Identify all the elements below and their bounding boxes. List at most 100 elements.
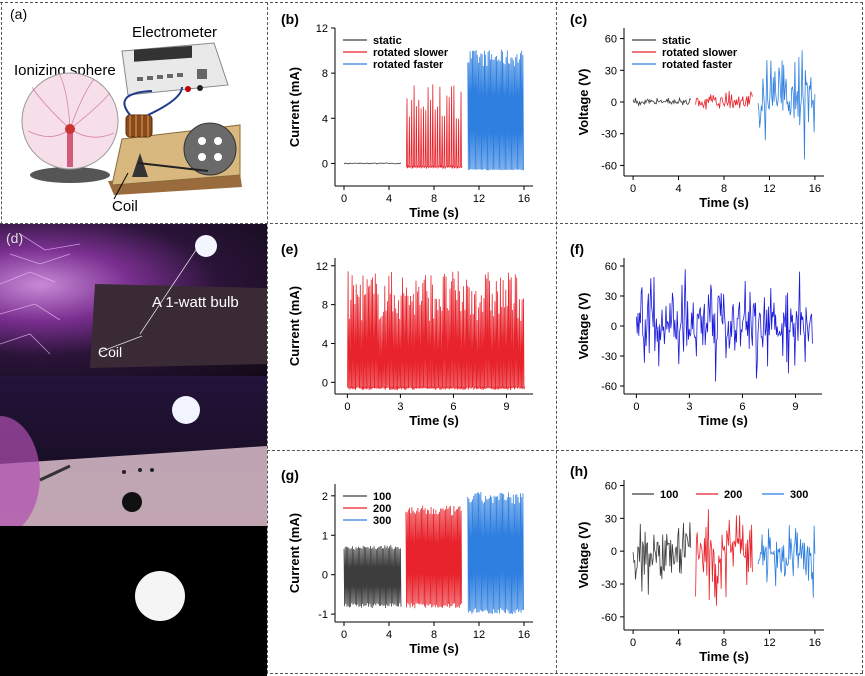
x-tick-label: 8 [431,193,437,205]
x-tick-label: 0 [633,401,639,413]
x-tick-label: 16 [809,637,821,649]
y-tick-label: 0 [611,546,617,558]
x-tick-label: 12 [473,193,485,205]
x-tick-label: 6 [739,401,745,413]
panel-label-f: (f) [570,241,584,257]
y-tick-label: 0 [322,158,328,170]
y-tick-label: -60 [601,160,617,172]
y-tick-label: 0 [322,570,328,582]
y-tick-label: 60 [605,261,617,273]
divider-col2 [556,2,557,673]
legend-label: rotated slower [373,47,449,59]
series-trace [405,84,463,170]
legend-label: rotated slower [662,47,738,59]
series-trace [343,162,402,165]
y-tick-label: 0 [322,377,328,389]
series-trace [347,271,526,391]
y-tick-label: 8 [322,68,328,80]
series-trace [467,49,524,171]
y-tick-label: 0 [611,321,617,333]
y-axis-title: Voltage (V) [576,522,591,589]
chart-e: (e) 0 3 6 9 0 4 8 12 Time (s) Current (mA) [281,241,533,428]
x-tick-label: 3 [397,401,403,413]
y-axis-title: Current (mA) [287,513,302,593]
chart-b: (b) 0 4 8 12 16 0 4 8 12 Time (s) Current (mA) stati… [281,11,533,220]
bulb-label: A 1-watt bulb [152,294,239,311]
panel-label-h: (h) [570,463,588,479]
series-trace [632,96,692,107]
y-tick-label: 1 [322,530,328,542]
photo-bulb-board [0,376,267,526]
x-tick-label: 12 [473,629,485,641]
legend-label: 100 [373,491,391,503]
y-axis-title: Current (mA) [287,67,302,147]
y-tick-label: 12 [316,23,328,35]
x-tick-label: 8 [721,183,727,195]
series-trace [467,491,524,615]
divider-row1 [0,223,863,224]
y-tick-label: 60 [605,34,617,46]
divider-row2 [267,450,863,451]
series-trace [695,509,753,606]
y-axis-title: Voltage (V) [576,293,591,360]
panel-label-g: (g) [281,467,299,483]
legend-label: 300 [790,489,808,501]
x-tick-label: 0 [341,629,347,641]
x-tick-label: 0 [630,183,636,195]
legend-label: rotated faster [373,59,444,71]
chart-c: (c) 0 4 8 12 16 -60 -30 0 30 60 Time (s) Voltage (V)… [570,11,824,210]
divider-right [862,2,863,673]
y-tick-label: 4 [322,338,328,350]
x-tick-label: 16 [809,183,821,195]
x-tick-label: 9 [503,401,509,413]
series-trace [405,505,463,609]
y-tick-label: 0 [611,97,617,109]
y-tick-label: -60 [601,381,617,393]
panel-label-c: (c) [570,11,587,27]
ionizing-sphere [21,72,119,183]
x-tick-label: 3 [686,401,692,413]
x-tick-label: 6 [450,401,456,413]
legend-label: 200 [373,503,391,515]
series-trace [343,545,402,609]
y-tick-label: 30 [605,513,617,525]
x-tick-label: 0 [344,401,350,413]
electrometer-label: Electrometer [132,24,217,41]
x-tick-label: 9 [792,401,798,413]
ionizing-sphere-label: Ionizing sphere [14,62,116,79]
x-axis-title: Time (s) [699,195,749,210]
x-tick-label: 8 [431,629,437,641]
y-tick-label: 12 [316,261,328,273]
x-axis-title: Time (s) [409,641,459,656]
series-trace [695,90,753,110]
legend-label: 300 [373,515,391,527]
y-tick-label: 4 [322,113,328,125]
y-tick-label: -1 [318,609,328,621]
legend-label: 100 [660,489,678,501]
coil-label: Coil [112,198,138,215]
series-trace [757,50,816,160]
electrometer-device [121,42,229,96]
panel-label-e: (e) [281,241,298,257]
legend-label: 200 [724,489,742,501]
schematic-diagram: (a) Electrometer Ionizing sphere Coil [10,6,242,215]
y-tick-label: -30 [601,351,617,363]
x-axis-title: Time (s) [409,205,459,220]
series-trace [757,524,816,598]
x-tick-label: 16 [518,193,530,205]
series-trace [632,522,692,595]
x-tick-label: 0 [341,193,347,205]
divider-bottom [0,673,863,674]
divider-col1 [267,2,268,673]
x-tick-label: 4 [675,183,681,195]
x-tick-label: 12 [763,637,775,649]
y-tick-label: -30 [601,579,617,591]
x-tick-label: 8 [721,637,727,649]
y-tick-label: 8 [322,300,328,312]
x-tick-label: 4 [386,629,392,641]
divider-top [0,2,863,3]
photo-bulb-lit: (d) A 1-watt bulb Coil [0,224,267,376]
x-axis-title: Time (s) [698,413,748,428]
x-axis-title: Time (s) [409,413,459,428]
